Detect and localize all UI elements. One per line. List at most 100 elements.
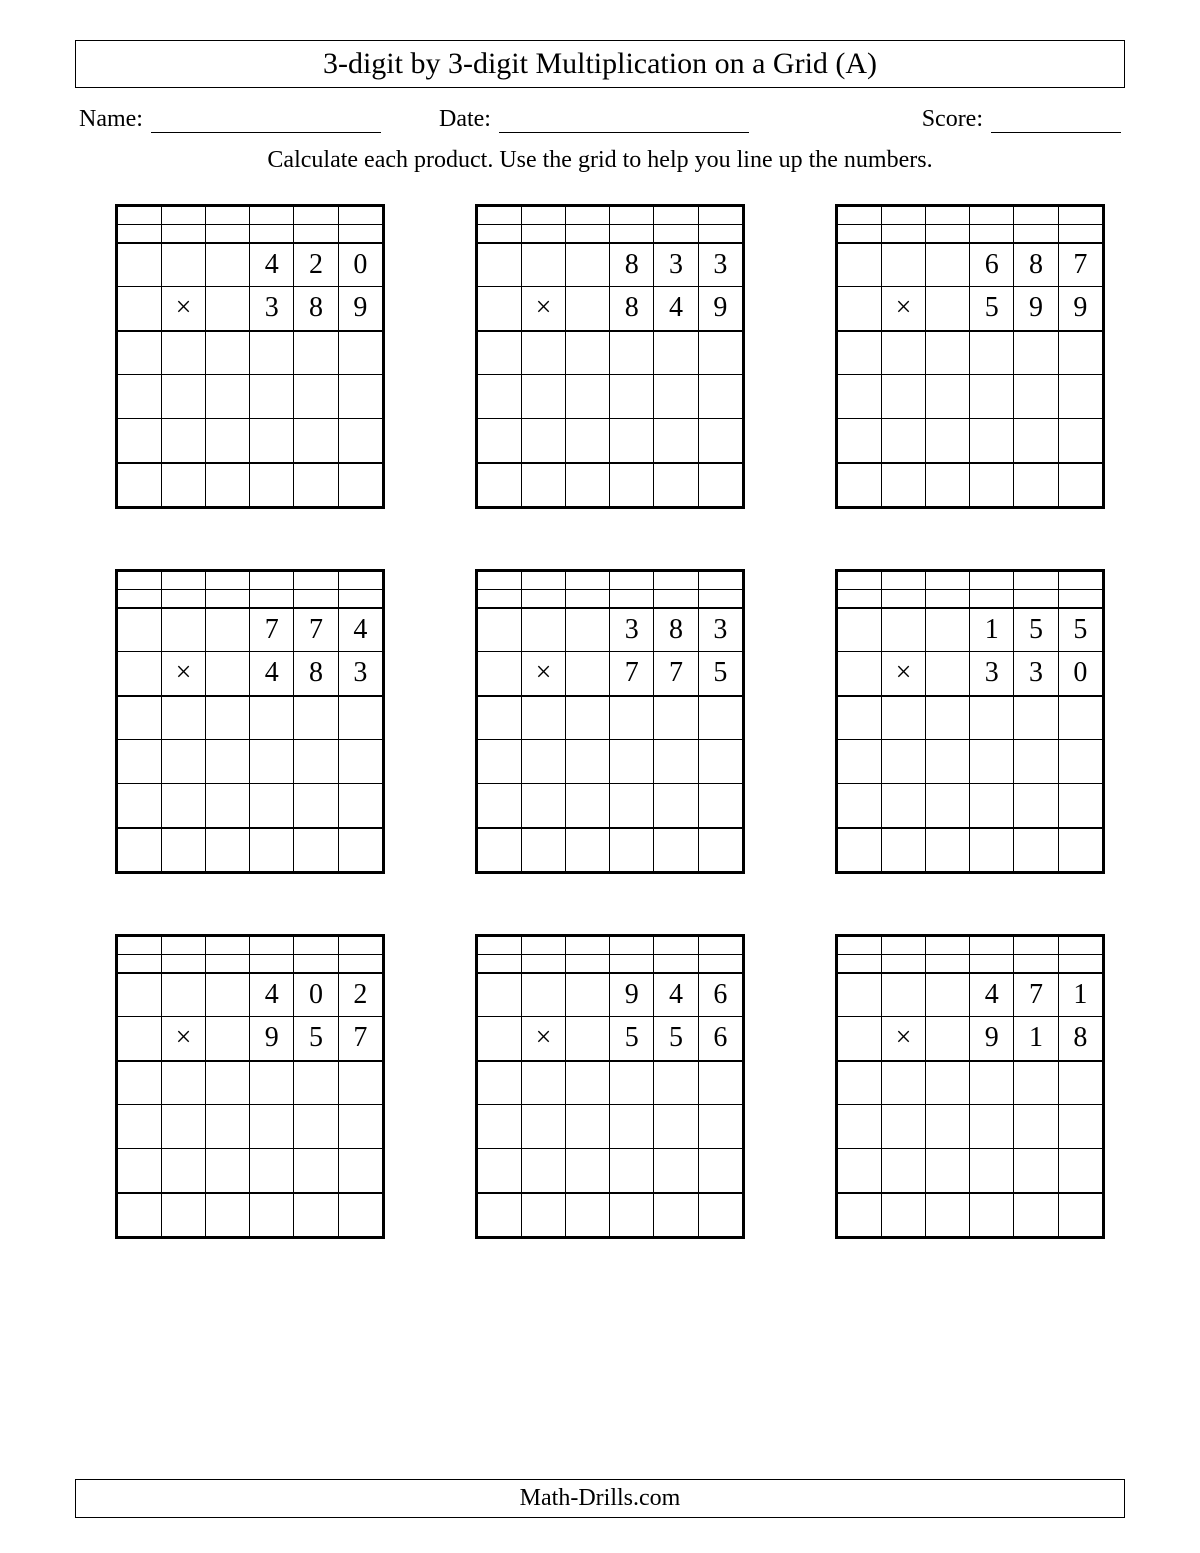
grid-cell — [294, 463, 338, 507]
grid-cell — [206, 784, 250, 828]
grid-cell — [294, 1105, 338, 1149]
grid-cell — [610, 1193, 654, 1237]
grid-cell — [838, 419, 882, 463]
grid-cell — [838, 331, 882, 375]
grid-cell — [698, 1193, 742, 1237]
grid-cell — [1014, 1061, 1058, 1105]
grid-cell — [250, 828, 294, 872]
grid-cell — [1058, 1149, 1102, 1193]
grid-cell — [118, 590, 162, 608]
grid-cell: 8 — [654, 608, 698, 652]
grid-cell — [161, 463, 205, 507]
grid-cell — [970, 375, 1014, 419]
grid-cell — [654, 590, 698, 608]
grid-cell: 4 — [338, 608, 382, 652]
grid-cell: × — [161, 652, 205, 696]
grid-cell — [970, 937, 1014, 955]
grid-cell — [610, 463, 654, 507]
grid-cell — [118, 1149, 162, 1193]
grid-cell — [161, 207, 205, 225]
grid-cell: 5 — [654, 1017, 698, 1061]
grid-cell — [610, 1105, 654, 1149]
grid-cell — [698, 1061, 742, 1105]
grid-cell — [294, 590, 338, 608]
grid-cell: 8 — [610, 287, 654, 331]
grid-cell — [206, 590, 250, 608]
grid-cell: 7 — [338, 1017, 382, 1061]
grid-cell: 3 — [654, 243, 698, 287]
grid-cell — [478, 590, 522, 608]
grid-cell — [1058, 696, 1102, 740]
grid-cell — [478, 937, 522, 955]
grid-cell — [881, 243, 925, 287]
score-blank[interactable] — [991, 111, 1121, 133]
grid-cell — [970, 207, 1014, 225]
grid-cell — [838, 784, 882, 828]
grid-cell — [206, 652, 250, 696]
grid-cell — [881, 572, 925, 590]
grid-cell — [478, 784, 522, 828]
grid-cell — [1014, 419, 1058, 463]
grid-cell — [838, 1017, 882, 1061]
grid-cell: 3 — [250, 287, 294, 331]
grid-cell — [478, 375, 522, 419]
grid-cell — [566, 225, 610, 243]
grid-cell — [566, 1193, 610, 1237]
grid-cell — [610, 937, 654, 955]
grid-cell — [566, 1017, 610, 1061]
grid-cell — [161, 419, 205, 463]
grid-cell — [206, 1149, 250, 1193]
grid-cell — [654, 955, 698, 973]
grid-cell — [838, 652, 882, 696]
grid-cell — [881, 1061, 925, 1105]
problem-table: 687×599 — [837, 206, 1103, 507]
grid-cell — [698, 375, 742, 419]
grid-cell — [926, 1105, 970, 1149]
grid-cell: × — [521, 287, 565, 331]
grid-cell — [521, 207, 565, 225]
grid-cell — [926, 375, 970, 419]
grid-cell — [1058, 784, 1102, 828]
grid-cell: 5 — [610, 1017, 654, 1061]
problem-8: 946×556 — [475, 934, 745, 1239]
grid-cell — [926, 243, 970, 287]
grid-cell — [521, 375, 565, 419]
grid-cell — [1058, 1105, 1102, 1149]
grid-cell — [926, 287, 970, 331]
grid-cell — [294, 784, 338, 828]
grid-cell — [881, 973, 925, 1017]
grid-cell — [698, 590, 742, 608]
grid-cell — [1014, 828, 1058, 872]
grid-cell — [926, 207, 970, 225]
grid-cell — [521, 1061, 565, 1105]
grid-cell — [698, 225, 742, 243]
grid-cell — [521, 419, 565, 463]
grid-cell — [881, 331, 925, 375]
grid-cell — [338, 740, 382, 784]
grid-cell: 4 — [250, 243, 294, 287]
grid-cell: 3 — [970, 652, 1014, 696]
grid-cell — [250, 696, 294, 740]
name-blank[interactable] — [151, 111, 381, 133]
name-field: Name: — [79, 106, 439, 133]
grid-cell — [610, 1061, 654, 1105]
grid-cell — [161, 1149, 205, 1193]
grid-cell — [118, 1105, 162, 1149]
grid-cell — [338, 1193, 382, 1237]
grid-cell: 4 — [970, 973, 1014, 1017]
grid-cell — [926, 419, 970, 463]
grid-cell — [478, 572, 522, 590]
grid-cell — [294, 696, 338, 740]
grid-cell — [881, 463, 925, 507]
grid-cell — [1058, 207, 1102, 225]
grid-cell — [1014, 937, 1058, 955]
grid-cell — [338, 1105, 382, 1149]
date-field: Date: — [439, 106, 839, 133]
grid-cell — [970, 1149, 1014, 1193]
grid-cell: × — [881, 652, 925, 696]
grid-cell: × — [881, 1017, 925, 1061]
grid-cell — [338, 828, 382, 872]
grid-cell — [1058, 331, 1102, 375]
date-blank[interactable] — [499, 111, 749, 133]
grid-cell — [118, 419, 162, 463]
